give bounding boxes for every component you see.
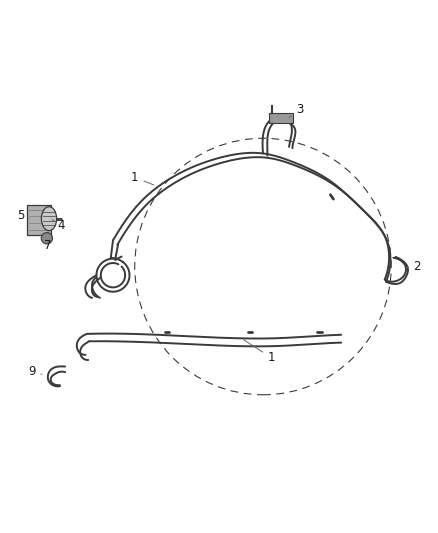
Text: 1: 1 — [243, 340, 275, 365]
Text: 9: 9 — [28, 365, 42, 378]
Text: 3: 3 — [288, 103, 303, 117]
Text: 1: 1 — [131, 171, 153, 185]
Circle shape — [41, 232, 53, 244]
Bar — [268, 113, 292, 123]
Text: 2: 2 — [406, 260, 420, 273]
Text: 5: 5 — [17, 209, 29, 222]
FancyBboxPatch shape — [27, 205, 51, 235]
Ellipse shape — [41, 207, 57, 231]
Text: 4: 4 — [52, 219, 64, 232]
Text: 7: 7 — [44, 239, 51, 252]
